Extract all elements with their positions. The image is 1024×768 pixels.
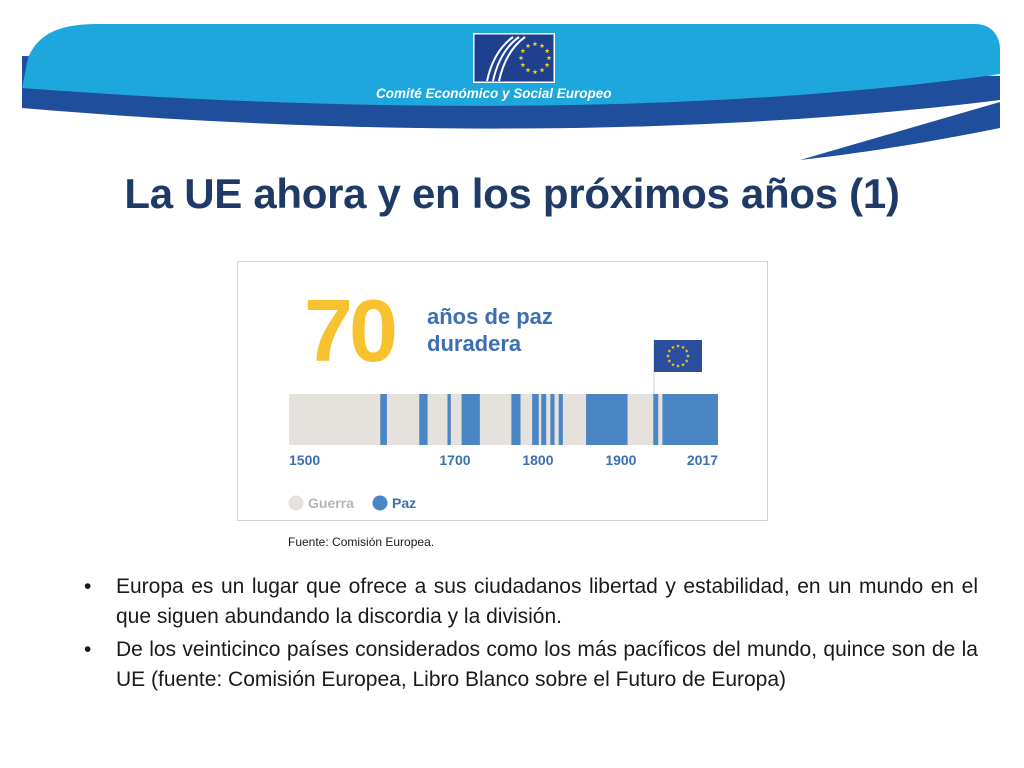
headline-line-2: duradera (427, 331, 522, 356)
peace-period-bar (662, 394, 718, 445)
peace-timeline-chart: 70 años de paz duradera 1500 1700 1800 1900… (288, 281, 718, 511)
bullet-list: Europa es un lugar que ofrece a sus ciud… (82, 572, 978, 698)
legend-label: Paz (392, 495, 416, 511)
timeline-war-background (289, 394, 718, 445)
peace-period-bar (541, 394, 547, 445)
peace-period-bar (511, 394, 521, 445)
peace-period-bar (653, 394, 659, 445)
eu-flag-logo-icon (473, 33, 555, 83)
x-tick-label: 2017 (687, 452, 718, 468)
eu-flag-icon (653, 339, 702, 395)
x-tick-label: 1800 (522, 452, 553, 468)
x-tick-label: 1700 (439, 452, 470, 468)
peace-period-bar (550, 394, 555, 445)
peace-period-bar (461, 394, 480, 445)
legend-swatch (288, 495, 304, 511)
x-tick-label: 1500 (289, 452, 320, 468)
bullet-item: De los veinticinco países considerados c… (82, 635, 978, 695)
peace-period-bar (532, 394, 539, 445)
legend-swatch (372, 495, 388, 511)
legend-label: Guerra (308, 495, 354, 511)
headline-line-1: años de paz (427, 304, 553, 329)
peace-period-bar (447, 394, 451, 445)
peace-period-bar (558, 394, 563, 445)
source-caption: Fuente: Comisión Europea. (288, 535, 435, 549)
peace-period-bar (419, 394, 428, 445)
peace-timeline-figure: 70 años de paz duradera 1500 1700 1800 1900… (237, 261, 768, 521)
x-tick-label: 1900 (605, 452, 636, 468)
organization-name: Comité Económico y Social Europeo (376, 86, 612, 101)
peace-period-bar (380, 394, 387, 445)
slide-title: La UE ahora y en los próximos años (1) (124, 170, 900, 217)
banner-dark-blue-tail (800, 102, 1000, 160)
bullet-item: Europa es un lugar que ofrece a sus ciud… (82, 572, 978, 632)
peace-period-bar (586, 394, 628, 445)
big-number-70: 70 (304, 281, 395, 380)
